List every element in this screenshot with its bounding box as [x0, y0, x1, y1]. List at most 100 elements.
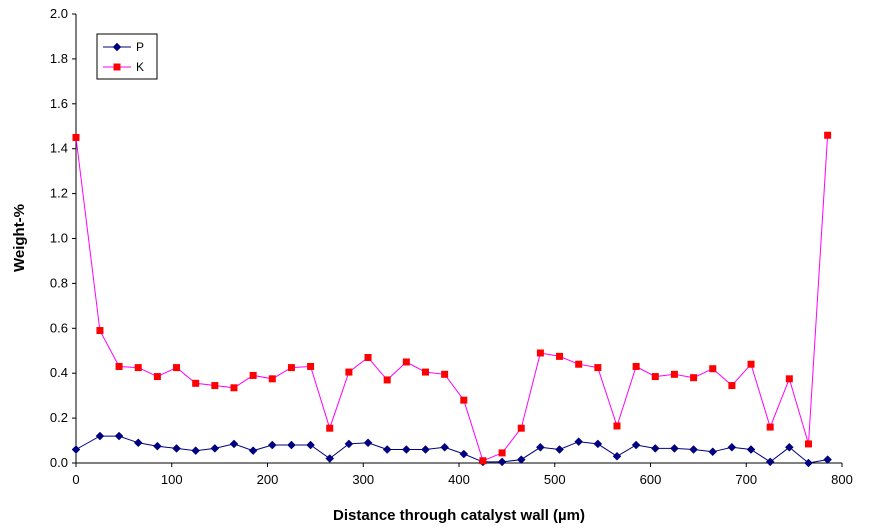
y-tick-label: 1.4: [50, 141, 68, 156]
plot-area: [75, 14, 842, 464]
series-k-point: [556, 352, 564, 360]
series-k-point: [498, 449, 506, 457]
series-p-point: [746, 445, 756, 454]
series-k-point: [402, 358, 410, 366]
legend-item-p: P: [103, 40, 144, 54]
series-p-point: [497, 457, 507, 467]
y-tick-label: 0.2: [50, 410, 68, 425]
y-tick-label: 1.6: [50, 96, 68, 111]
series-p-point: [421, 445, 430, 454]
series-p-point: [536, 442, 545, 452]
series-layer: [71, 131, 832, 468]
x-tick-label: 400: [448, 472, 470, 487]
series-k-point: [134, 364, 142, 372]
series-k-point: [804, 440, 812, 448]
series-k-point: [230, 384, 238, 392]
series-p-point: [191, 446, 201, 456]
series-p-point: [555, 445, 564, 454]
y-axis-title: Weight-%: [11, 204, 28, 272]
series-p-point: [306, 440, 315, 450]
x-tick-label: 700: [735, 472, 757, 487]
series-k-point: [709, 365, 717, 373]
series-k-point: [326, 424, 334, 432]
y-tick-label: 0.8: [50, 275, 68, 290]
legend-items: PK: [103, 40, 144, 74]
series-p-point: [363, 438, 373, 448]
series-k-point: [192, 379, 200, 387]
series-k-point: [72, 133, 80, 141]
series-p-point: [229, 439, 239, 449]
series-k-point: [345, 368, 353, 376]
series-p: [71, 431, 832, 468]
series-k-point: [115, 362, 123, 370]
series-p-point: [325, 454, 335, 463]
series-p-point: [784, 442, 794, 452]
y-tick-label: 1.8: [50, 51, 68, 66]
series-k-point: [632, 362, 640, 370]
legend-box: [96, 33, 158, 80]
x-tick-label: 200: [257, 472, 279, 487]
series-p-point: [153, 441, 162, 451]
series-k-point: [670, 370, 678, 378]
x-tick-label: 0: [72, 472, 79, 487]
y-tick-label: 2.0: [50, 6, 68, 21]
series-k-point: [96, 327, 104, 335]
series-k-point: [766, 423, 774, 431]
x-axis-ticks: 0 100 200 300 400 500 600 700 800: [72, 463, 853, 487]
series-p-point: [287, 440, 296, 450]
series-p-line: [75, 435, 828, 464]
x-axis-title: Distance through catalyst wall (µm): [333, 507, 585, 524]
series-k-line: [75, 135, 829, 462]
legend-k-label: K: [136, 60, 144, 74]
series-p-point: [210, 444, 220, 453]
series-p-point: [804, 458, 813, 468]
series-k-point: [785, 375, 793, 383]
series-k-point: [249, 371, 257, 379]
series-k-point: [690, 374, 698, 382]
legend-p-marker: [112, 42, 122, 52]
y-tick-label: 0.0: [50, 455, 68, 470]
x-tick-label: 500: [544, 472, 566, 487]
series-p-point: [133, 438, 143, 448]
series-p-point: [612, 451, 622, 461]
series-p-point: [727, 442, 737, 452]
series-k-point: [479, 457, 487, 465]
series-p-point: [459, 449, 469, 459]
series-p-point: [382, 445, 392, 454]
legend-p-label: P: [136, 40, 144, 54]
series-p-point: [670, 444, 679, 453]
x-tick-label: 300: [352, 472, 374, 487]
series-k-point: [517, 424, 525, 432]
legend-k-marker: [113, 63, 121, 71]
series-k-point: [594, 364, 602, 372]
series-k-point: [441, 370, 449, 378]
series-p-point: [71, 445, 81, 454]
series-k-point: [824, 131, 832, 139]
series-k-point: [287, 364, 295, 372]
x-tick-label: 600: [640, 472, 662, 487]
series-k-point: [613, 422, 621, 430]
legend-item-k: K: [103, 60, 144, 74]
series-k-point: [268, 375, 276, 383]
series-k-point: [307, 362, 315, 370]
series-p-point: [823, 455, 832, 464]
series-k-point: [460, 396, 468, 404]
series-k-point: [651, 373, 659, 381]
series-k: [72, 131, 832, 465]
series-k-point: [575, 360, 583, 368]
series-k-point: [536, 349, 544, 357]
series-k-point: [421, 368, 429, 376]
series-p-point: [516, 455, 526, 464]
series-k-point: [211, 382, 219, 390]
series-p-point: [401, 445, 411, 454]
series-p-point: [708, 447, 718, 457]
series-p-point: [574, 437, 584, 447]
series-p-point: [267, 440, 277, 450]
series-p-point: [114, 431, 124, 441]
series-p-point: [172, 444, 181, 453]
series-p-point: [593, 439, 603, 449]
y-axis-ticks: 0.0 0.2 0.4 0.6 0.8 1.0 1.2 1.4 1.6 1.8 2.0: [50, 6, 76, 470]
series-k-point: [153, 373, 161, 381]
y-tick-label: 0.4: [50, 365, 68, 380]
